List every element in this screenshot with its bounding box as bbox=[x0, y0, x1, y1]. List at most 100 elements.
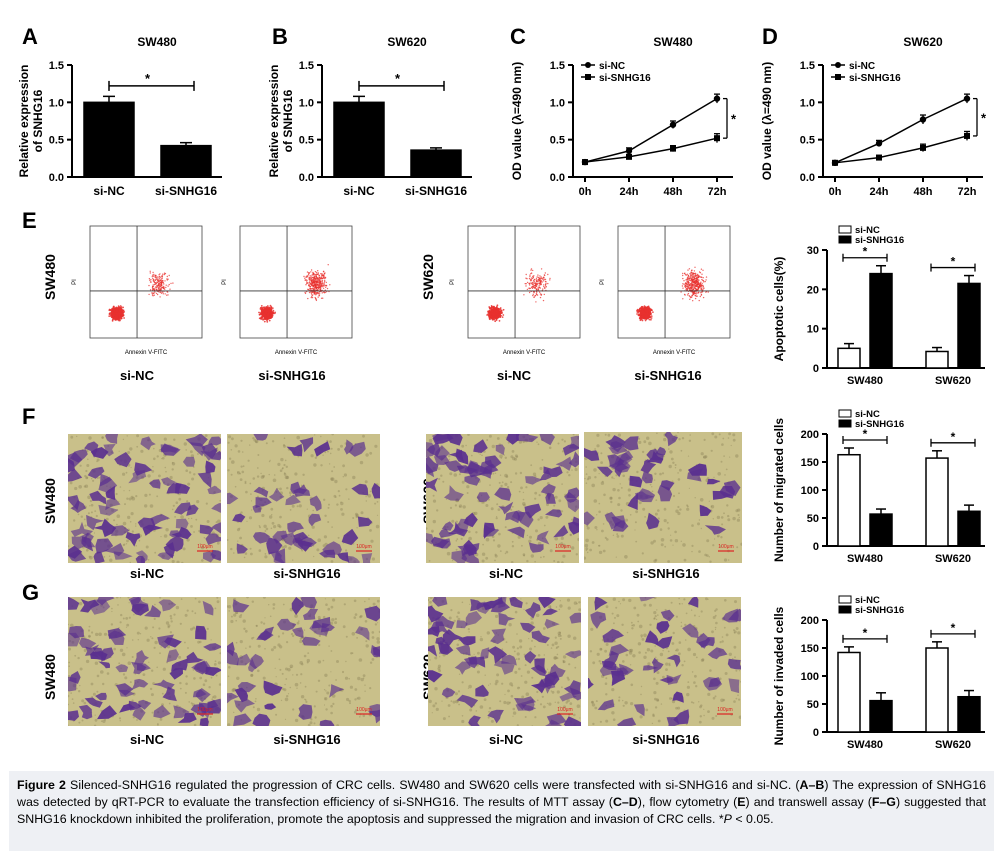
pore-texture bbox=[500, 484, 503, 488]
pore-texture bbox=[462, 505, 466, 509]
chart-g: Number of invaded cells 050100150200SW480… bbox=[772, 595, 985, 751]
event-dot bbox=[539, 287, 541, 289]
event-dot bbox=[544, 274, 546, 277]
pore-texture bbox=[365, 500, 367, 502]
bar bbox=[957, 695, 981, 733]
event-dot bbox=[309, 279, 311, 281]
event-dot bbox=[650, 315, 653, 317]
stained-cell bbox=[337, 552, 350, 563]
event-dot bbox=[528, 291, 531, 294]
pore-texture bbox=[737, 514, 740, 516]
x-tick-label: SW620 bbox=[935, 739, 971, 751]
event-dot bbox=[495, 307, 497, 310]
event-dot bbox=[640, 318, 643, 321]
pore-texture bbox=[331, 526, 333, 528]
event-dot bbox=[149, 270, 151, 272]
pore-texture bbox=[316, 548, 320, 552]
pore-texture bbox=[451, 519, 455, 523]
pore-texture bbox=[190, 517, 193, 520]
plot-frame bbox=[467, 225, 581, 339]
event-dot bbox=[269, 315, 272, 318]
pore-texture bbox=[288, 546, 292, 550]
x-axis-label: Annexin V-FITC bbox=[653, 350, 696, 356]
pore-texture bbox=[365, 453, 369, 457]
stained-cell bbox=[646, 512, 660, 530]
pore-texture bbox=[628, 494, 631, 497]
pore-texture bbox=[167, 624, 171, 628]
event-dot bbox=[323, 291, 325, 293]
pore-texture bbox=[311, 525, 315, 529]
stained-cell bbox=[309, 495, 322, 512]
pore-texture bbox=[126, 647, 128, 649]
event-dot bbox=[694, 283, 696, 285]
pore-texture bbox=[96, 458, 100, 462]
stained-cell bbox=[208, 436, 221, 446]
event-dot bbox=[151, 294, 154, 296]
stained-cell bbox=[473, 439, 488, 453]
pore-texture bbox=[511, 505, 514, 508]
event-dot bbox=[707, 291, 709, 293]
y-tick-label: 1.5 bbox=[550, 60, 565, 72]
event-dot bbox=[533, 275, 535, 277]
pore-texture bbox=[103, 556, 106, 558]
stained-cell bbox=[543, 466, 563, 477]
stained-cell bbox=[687, 468, 703, 482]
pore-texture bbox=[73, 519, 76, 522]
event-dot bbox=[700, 294, 703, 296]
pore-texture bbox=[137, 639, 139, 641]
pore-texture bbox=[558, 543, 561, 546]
event-dot bbox=[691, 272, 694, 274]
pore-texture bbox=[736, 546, 739, 549]
stained-cell bbox=[426, 533, 434, 545]
event-dot bbox=[318, 293, 321, 295]
series-line bbox=[584, 97, 718, 163]
event-dot bbox=[158, 278, 161, 280]
pore-texture bbox=[154, 603, 156, 606]
pore-texture bbox=[219, 499, 221, 502]
pore-texture bbox=[682, 543, 686, 547]
stained-cell bbox=[114, 452, 132, 468]
pore-texture bbox=[88, 436, 92, 440]
event-dot bbox=[167, 294, 169, 296]
y-tick-label: 0.5 bbox=[49, 135, 64, 147]
pore-texture bbox=[240, 439, 243, 442]
event-dot bbox=[322, 297, 324, 299]
event-dot bbox=[324, 277, 327, 279]
pore-texture bbox=[249, 444, 251, 446]
pore-texture bbox=[167, 626, 170, 629]
pore-texture bbox=[252, 437, 255, 440]
pore-texture bbox=[307, 534, 310, 537]
pore-texture bbox=[585, 466, 587, 468]
pore-texture bbox=[116, 523, 118, 526]
pore-texture bbox=[217, 661, 221, 665]
event-dot bbox=[702, 277, 704, 279]
pore-texture bbox=[197, 453, 199, 455]
pore-texture bbox=[553, 560, 556, 562]
pore-texture bbox=[548, 446, 552, 450]
pore-texture bbox=[438, 477, 441, 481]
y-tick-label: 0.5 bbox=[800, 135, 815, 147]
pore-texture bbox=[187, 647, 189, 649]
pore-texture bbox=[125, 617, 129, 620]
stained-cell bbox=[186, 504, 199, 516]
pore-texture bbox=[735, 454, 739, 458]
event-dot bbox=[160, 279, 162, 282]
pore-texture bbox=[674, 464, 677, 466]
event-dot bbox=[315, 274, 317, 276]
event-dot bbox=[701, 284, 703, 287]
sig-star: * bbox=[863, 427, 868, 441]
pore-texture bbox=[129, 561, 131, 563]
pore-texture bbox=[116, 514, 121, 518]
legend-label: si-NC bbox=[599, 61, 625, 72]
pore-texture bbox=[70, 692, 72, 694]
event-dot bbox=[493, 306, 496, 309]
scale-bar-label: 100μm bbox=[197, 544, 212, 550]
pore-texture bbox=[289, 494, 292, 496]
legend-label: si-SNHG16 bbox=[599, 73, 651, 84]
stained-cell bbox=[434, 538, 451, 549]
event-dot bbox=[650, 318, 652, 321]
pore-texture bbox=[169, 631, 173, 634]
pore-texture bbox=[717, 536, 719, 538]
event-dot bbox=[543, 293, 545, 296]
pore-texture bbox=[96, 460, 98, 463]
